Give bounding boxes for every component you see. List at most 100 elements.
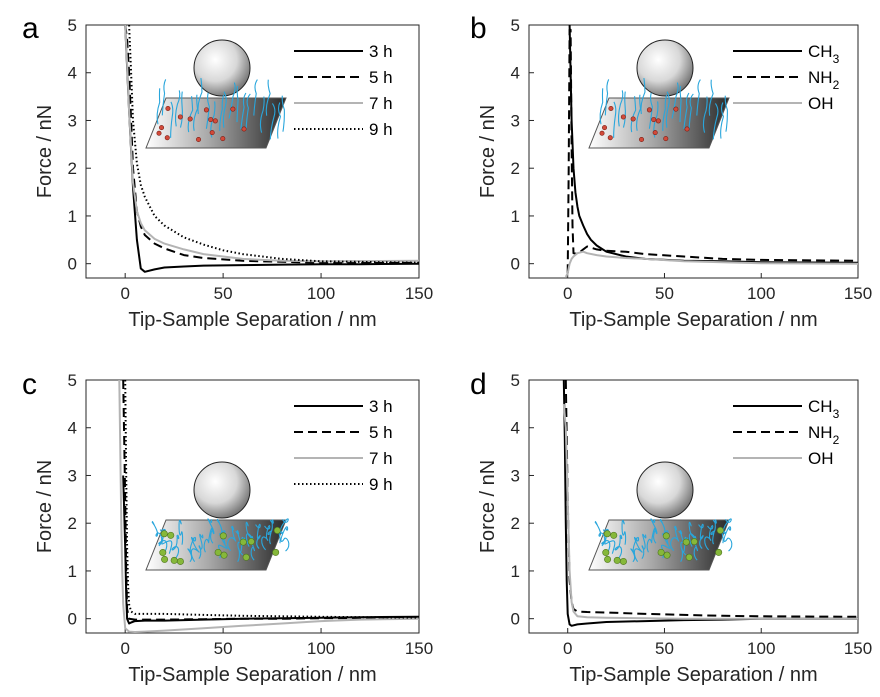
particle xyxy=(212,118,218,124)
particle xyxy=(685,553,693,561)
axes-box xyxy=(528,379,859,634)
particle xyxy=(610,531,618,539)
series-line-5-h xyxy=(124,25,419,264)
polymer-chain xyxy=(170,101,174,138)
polymer-chain xyxy=(633,536,643,563)
x-tick-label: 150 xyxy=(405,639,433,658)
legend-subscript: 2 xyxy=(833,433,840,447)
polymer-chain xyxy=(253,79,258,116)
y-axis-label: Force / nN xyxy=(477,105,499,198)
y-tick-label: 1 xyxy=(511,207,520,226)
series-line-9-h xyxy=(124,380,419,619)
particle xyxy=(159,549,167,557)
polymer-chain xyxy=(240,92,247,130)
particle xyxy=(662,532,670,540)
particle xyxy=(209,130,215,136)
y-tick-label: 5 xyxy=(68,371,77,390)
series-line-9-h xyxy=(128,25,419,264)
polymer-chain xyxy=(278,518,289,544)
polymer-chain xyxy=(179,91,183,128)
polymer-chain xyxy=(227,525,237,552)
y-tick-label: 5 xyxy=(511,16,520,35)
axes-box xyxy=(528,24,859,279)
polymer-chain xyxy=(151,521,163,547)
polymer-chain xyxy=(724,95,728,132)
particle xyxy=(690,538,698,546)
x-tick-label: 150 xyxy=(844,284,872,303)
polymer-chain xyxy=(245,521,252,547)
panel-letter: a xyxy=(22,12,39,45)
x-tick-label: 50 xyxy=(214,284,233,303)
particle xyxy=(219,532,227,540)
polymer-chain xyxy=(622,91,626,128)
legend-label: 3 h xyxy=(369,42,393,61)
x-tick-label: 100 xyxy=(747,284,775,303)
particle xyxy=(165,105,171,111)
particle xyxy=(603,530,611,538)
particle xyxy=(715,548,723,556)
axes-box xyxy=(85,24,420,279)
polymer-chain xyxy=(679,85,682,123)
legend-subscript: 3 xyxy=(833,52,840,66)
polymer-chain xyxy=(219,94,225,131)
tip-sphere xyxy=(636,461,694,519)
polymer-chain xyxy=(228,82,236,119)
y-tick-label: 1 xyxy=(511,562,520,581)
y-tick-label: 3 xyxy=(511,466,520,485)
series-line-oh xyxy=(564,250,858,278)
x-axis-label: Tip-Sample Separation / nm xyxy=(128,664,376,686)
polymer-chain xyxy=(277,102,282,139)
series-line-ch3 xyxy=(562,380,858,627)
legend-label: 9 h xyxy=(369,475,393,494)
polymer-chain xyxy=(604,79,610,116)
x-tick-label: 0 xyxy=(120,639,129,658)
series-line-7-h xyxy=(118,380,419,633)
panel-c: 0 50 100 150 0 1 2 3 4 5 Tip-Sample Separation / n… xyxy=(22,368,433,686)
y-tick-label: 3 xyxy=(68,466,77,485)
polymer-chain xyxy=(702,96,708,133)
y-tick-label: 3 xyxy=(511,111,520,130)
x-tick-label: 100 xyxy=(307,284,335,303)
polymer-chain xyxy=(665,91,670,128)
polymer-chain xyxy=(621,519,627,545)
legend-label: NH2 xyxy=(808,68,840,92)
particle xyxy=(599,130,605,136)
y-tick-label: 3 xyxy=(68,111,77,130)
series-line-nh2 xyxy=(566,28,858,274)
series-line-7-h xyxy=(124,25,419,263)
y-axis-label: Force / nN xyxy=(477,460,499,553)
particle xyxy=(657,548,665,556)
particle xyxy=(242,553,250,561)
legend-label: OH xyxy=(808,94,834,113)
particle xyxy=(176,557,184,565)
legend-label: OH xyxy=(808,449,834,468)
x-tick-label: 150 xyxy=(405,284,433,303)
y-tick-label: 4 xyxy=(511,64,520,83)
y-tick-label: 1 xyxy=(68,562,77,581)
particle xyxy=(639,136,645,142)
particle xyxy=(663,136,669,142)
particle xyxy=(272,548,280,556)
particle xyxy=(673,106,679,112)
particle xyxy=(208,117,214,123)
particle xyxy=(159,125,165,131)
polymer-chain xyxy=(720,102,725,139)
panel-letter: c xyxy=(22,368,37,401)
particle xyxy=(682,538,690,546)
polymer-chain xyxy=(156,88,161,125)
polymer-chain xyxy=(190,536,200,563)
polymer-chain xyxy=(613,101,617,138)
polymer-chain xyxy=(688,93,694,130)
particle xyxy=(239,538,247,546)
panel-letter: b xyxy=(470,12,487,45)
polymer-chain xyxy=(187,536,197,563)
particle xyxy=(655,118,661,124)
particle xyxy=(613,556,621,564)
polymer-chain xyxy=(261,525,271,551)
particle xyxy=(620,114,626,120)
x-tick-label: 0 xyxy=(563,639,572,658)
polymer-chain xyxy=(688,521,695,547)
tip-sphere xyxy=(636,39,694,97)
y-tick-label: 0 xyxy=(68,610,77,629)
polymer-chain xyxy=(222,91,227,128)
